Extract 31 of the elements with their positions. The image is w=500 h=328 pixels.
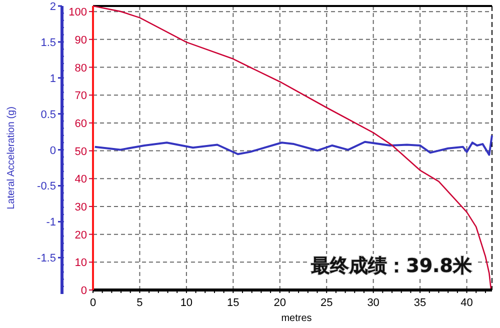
y-tick-label: -1.5 (37, 252, 56, 265)
x-tick-label: 35 (414, 297, 426, 309)
y-tick-label: 1.5 (40, 36, 56, 49)
x-tick-label: 40 (460, 297, 473, 309)
y2-tick-label: 70 (74, 90, 87, 102)
y2-tick-label: 0 (80, 285, 87, 297)
y2-tick-label: 50 (74, 146, 87, 158)
y2-tick-label: 10 (74, 257, 87, 270)
x-tick-label: 0 (90, 297, 96, 309)
y2-tick-label: 40 (74, 174, 87, 186)
y2-tick-label: 60 (74, 118, 87, 130)
x-axis-title: metres (281, 313, 312, 324)
x-tick-label: 25 (320, 297, 333, 309)
x-tick-label: 5 (136, 297, 143, 309)
y2-tick-label: 100 (68, 6, 87, 19)
y2-tick-label: 90 (74, 34, 87, 46)
annotation: 最终成绩：39.8米 (311, 255, 472, 277)
y2-tick-label: 30 (74, 201, 87, 214)
y-tick-label: -0.5 (37, 180, 56, 193)
y-axis-title: Lateral Acceleration (g) (6, 106, 17, 210)
y-tick-label: 1 (50, 72, 56, 85)
x-tick-label: 30 (367, 297, 380, 309)
y-tick-label: 2 (50, 1, 56, 13)
y-tick-label: -1 (46, 216, 56, 229)
y2-tick-label: 20 (74, 229, 87, 242)
y-tick-label: 0 (50, 144, 56, 157)
y2-tick-label: 80 (74, 62, 87, 74)
x-tick-label: 10 (180, 297, 193, 309)
x-tick-label: 15 (227, 297, 240, 309)
x-tick-label: 20 (274, 297, 286, 309)
y-tick-label: 0.5 (40, 108, 56, 121)
